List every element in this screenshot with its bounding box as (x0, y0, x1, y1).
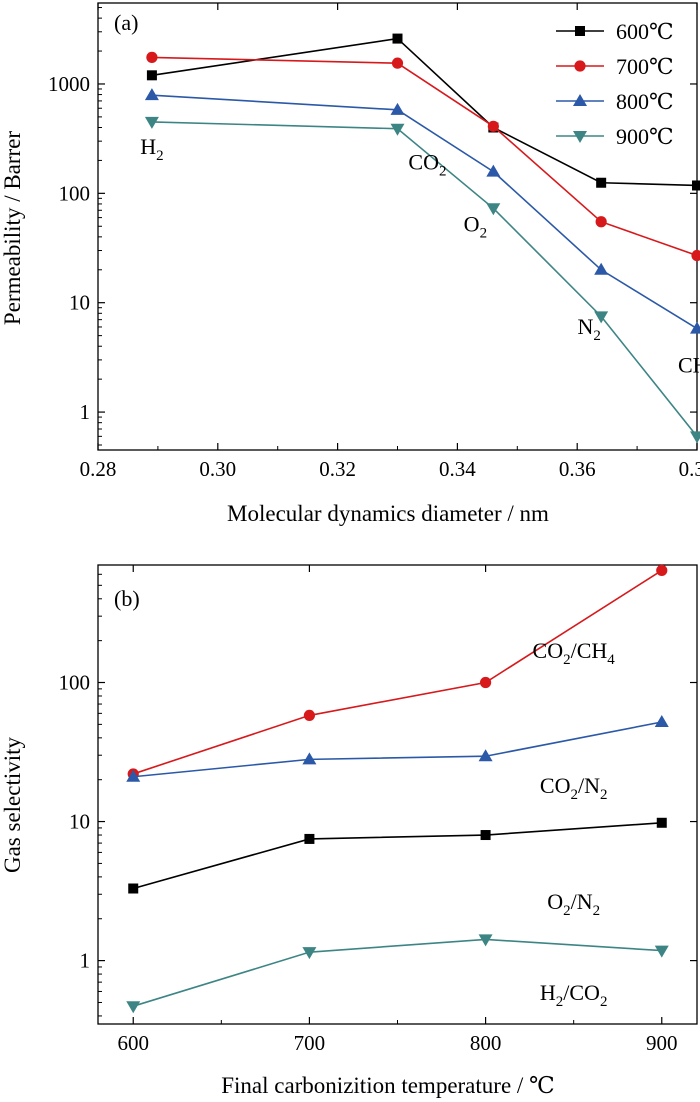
data-point (690, 431, 700, 444)
x-tick-label: 0.38 (679, 457, 700, 481)
data-point (487, 120, 499, 132)
x-tick-label: 900 (646, 1031, 678, 1055)
data-point (656, 564, 668, 577)
data-point (595, 216, 607, 228)
data-point (486, 203, 501, 216)
series-annotation: H2/CO2 (540, 980, 608, 1010)
legend-marker (575, 26, 585, 36)
data-point (594, 311, 609, 324)
data-point (392, 33, 403, 44)
data-point (692, 180, 700, 191)
legend-marker (574, 60, 586, 72)
y-tick-label: 10 (69, 291, 90, 315)
legend-entry: 700℃ (616, 54, 674, 79)
y-tick-label: 1000 (48, 72, 90, 96)
series-line (133, 721, 662, 778)
data-point (144, 88, 159, 101)
data-point (146, 51, 158, 63)
legend-entry: 900℃ (616, 124, 674, 149)
legend-marker (573, 94, 587, 106)
data-point (478, 749, 493, 762)
y-tick-label: 100 (59, 181, 91, 205)
series-annotation: CO2/CH4 (533, 638, 616, 668)
x-tick-label: 700 (294, 1031, 326, 1055)
series-line (132, 569, 663, 775)
data-point (486, 164, 501, 177)
y-tick-label: 1 (80, 400, 91, 424)
panel-a-chart: (a) Molecular dynamics diameter / nm Per… (0, 2, 700, 526)
data-point (126, 1001, 141, 1014)
data-point (302, 947, 317, 960)
data-point (478, 934, 493, 947)
series-annotation: O2/N2 (547, 889, 600, 919)
panel-b-xlabel: Final carbonizition temperature / ℃ (221, 1073, 555, 1098)
data-point (479, 676, 492, 689)
x-tick-label: 0.28 (80, 457, 117, 481)
series-line (133, 821, 662, 890)
series-annotation: H2 (140, 134, 163, 164)
y-tick-label: 100 (59, 671, 91, 695)
y-tick-label: 1 (80, 949, 91, 973)
x-tick-label: 0.30 (199, 457, 236, 481)
data-point (146, 70, 157, 81)
series-annotation: N2 (577, 314, 600, 344)
legend-entry: 600℃ (616, 19, 674, 44)
x-tick-label: 800 (470, 1031, 502, 1055)
panel-b-chart: (b) Final carbonizition temperature / ℃ … (0, 564, 698, 1098)
data-point (656, 817, 667, 828)
data-point (126, 769, 141, 782)
x-tick-label: 0.32 (319, 457, 356, 481)
data-point (480, 830, 491, 841)
legend-entry: 800℃ (616, 89, 674, 114)
legend-marker (573, 131, 587, 143)
series-line (133, 938, 662, 1007)
data-point (654, 714, 669, 727)
x-tick-label: 0.36 (559, 457, 596, 481)
panel-a-ylabel: Permeability / Barrer (0, 131, 25, 325)
series-annotation: CO2/N2 (540, 773, 608, 803)
data-point (690, 321, 700, 334)
series-annotation: CH4 (678, 353, 700, 383)
panel-a-label: (a) (114, 10, 138, 35)
panel-b-label: (b) (114, 586, 140, 611)
data-point (691, 249, 700, 262)
data-point (303, 709, 316, 722)
data-point (391, 57, 404, 69)
data-point (304, 833, 315, 844)
panel-b-ylabel: Gas selectivity (0, 736, 25, 873)
x-tick-label: 0.34 (439, 457, 476, 481)
data-point (654, 945, 669, 958)
data-point (390, 123, 405, 136)
y-tick-label: 10 (69, 810, 90, 834)
data-point (144, 116, 159, 129)
data-point (596, 177, 607, 188)
data-point (594, 262, 609, 275)
panel-a-xlabel: Molecular dynamics diameter / nm (227, 501, 549, 526)
data-point (390, 102, 405, 115)
data-point (302, 752, 317, 765)
series-annotation: CO2 (408, 150, 446, 180)
data-point (128, 883, 139, 894)
x-tick-label: 600 (117, 1031, 149, 1055)
series-annotation: O2 (464, 211, 487, 241)
